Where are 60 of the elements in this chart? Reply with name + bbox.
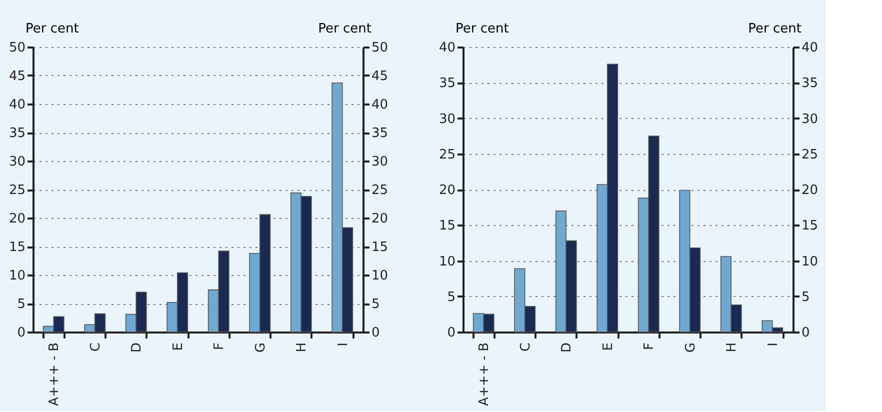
y-tick-label: 45 (8, 69, 26, 84)
y2-tick-label: 5 (372, 297, 380, 312)
y-tick-label: 40 (8, 98, 26, 112)
y2-tick-label: 50 (372, 40, 388, 56)
x-tick-label: I (336, 342, 351, 346)
y2-tick-label: 10 (372, 268, 388, 284)
y-axis-title: Per cent (26, 22, 79, 36)
x-tick-label: I (766, 342, 781, 346)
x-tick-label: A+++ - B (47, 342, 62, 406)
y-tick-label: 25 (438, 147, 456, 162)
y2-tick-label: 30 (802, 112, 818, 127)
y2-tick-label: 5 (802, 290, 810, 305)
x-tick-label: E (600, 342, 616, 351)
y-tick-label: 5 (447, 290, 456, 305)
y2-tick-label: 15 (372, 240, 388, 255)
x-tick-label: G (253, 342, 268, 353)
y-tick-label: 5 (17, 297, 26, 312)
y2-tick-label: 15 (802, 218, 818, 234)
y-tick-label: 15 (438, 218, 456, 234)
x-tick-label: D (130, 342, 145, 353)
y-tick-label: 30 (8, 154, 26, 170)
y2-tick-label: 40 (802, 40, 818, 56)
y2-tick-label: 40 (372, 98, 388, 112)
y2-tick-label: 35 (802, 76, 818, 92)
x-tick-label: H (294, 342, 310, 352)
y-tick-label: 50 (8, 40, 26, 56)
y-tick-label: 35 (8, 126, 26, 141)
x-tick-label: F (642, 342, 658, 350)
y2-tick-label: 0 (372, 326, 380, 340)
y2-tick-label: 25 (802, 147, 818, 162)
y2-tick-label: 35 (372, 126, 388, 141)
x-tick-label: D (560, 342, 575, 353)
y-tick-label: 25 (8, 183, 26, 198)
y-tick-label: 0 (447, 326, 456, 340)
x-tick-label: G (683, 342, 698, 353)
y-tick-label: 20 (8, 212, 26, 226)
y2-tick-label: 10 (802, 254, 818, 270)
x-tick-label: E (170, 342, 186, 351)
y2-tick-label: 20 (802, 183, 818, 198)
x-tick-label: A+++ - B (477, 342, 492, 406)
x-tick-label: F (212, 342, 228, 350)
y-tick-label: 0 (17, 326, 26, 340)
y2-tick-label: 25 (372, 183, 388, 198)
x-tick-label: H (724, 342, 740, 352)
y-tick-label: 40 (438, 40, 456, 56)
y-tick-label: 20 (438, 183, 456, 198)
y2-axis-title: Per cent (318, 22, 372, 36)
y-tick-label: 30 (438, 112, 456, 127)
y2-tick-label: 20 (372, 212, 388, 226)
x-tick-label: C (518, 342, 534, 352)
y2-tick-label: 30 (372, 154, 388, 170)
x-tick-label: C (88, 342, 104, 352)
y-tick-label: 10 (8, 268, 26, 284)
y-tick-label: 10 (438, 254, 456, 270)
y-axis-title: Per cent (456, 22, 509, 36)
y2-tick-label: 45 (372, 69, 388, 84)
y-tick-label: 35 (438, 76, 456, 92)
y-tick-label: 15 (8, 240, 26, 255)
y2-tick-label: 0 (802, 326, 810, 340)
y2-axis-title: Per cent (748, 22, 802, 36)
